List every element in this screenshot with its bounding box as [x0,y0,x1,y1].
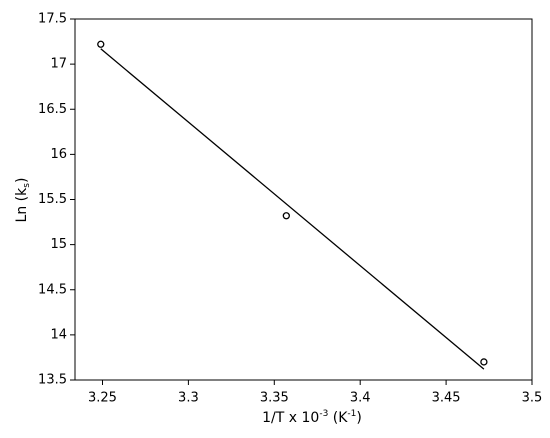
y-tick-label: 17 [50,57,67,72]
x-tick-label: 3.3 [178,391,199,406]
plot-frame [74,18,533,381]
x-tick-label: 3.35 [260,391,289,406]
fit-line [100,48,485,370]
y-tick-label: 16 [50,147,67,162]
y-tick-label: 14.5 [38,282,67,297]
y-label-part: Ln (k [14,187,30,223]
y-label-sub: s [22,183,32,188]
y-tick-label: 15 [50,237,67,252]
x-label-part: 1/T x 10 [262,410,319,426]
data-point [282,212,290,220]
x-label-part: (K [328,410,348,426]
y-tick-label: 14 [50,327,67,342]
x-tick-label: 3.45 [432,391,461,406]
x-tick-label: 3.25 [88,391,117,406]
y-label-part: ) [14,178,30,183]
y-axis-label: Ln (ks) [14,178,32,223]
x-label-sup: -3 [319,409,328,419]
y-tick-label: 17.5 [38,12,67,27]
x-tick-label: 3.5 [522,391,543,406]
y-tick-label: 16.5 [38,102,67,117]
x-axis-label: 1/T x 10-3 (K-1) [262,409,362,427]
x-tick-label: 3.4 [350,391,371,406]
y-tick-label: 13.5 [38,373,67,388]
x-label-part: ) [356,410,361,426]
x-label-sup: -1 [347,409,356,419]
data-point [480,358,488,366]
y-tick-label: 15.5 [38,192,67,207]
data-point [97,40,105,48]
